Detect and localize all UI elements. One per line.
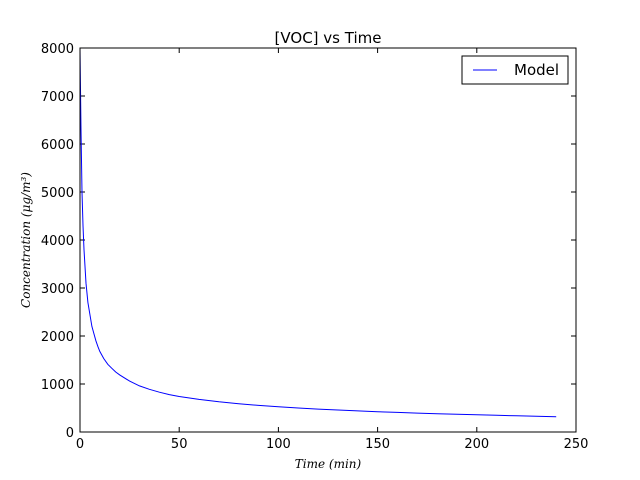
chart-title: [VOC] vs Time	[275, 29, 382, 47]
x-tick-label: 100	[266, 437, 291, 452]
legend-label-model: Model	[514, 61, 559, 79]
x-tick-label: 200	[464, 437, 489, 452]
legend-box	[461, 55, 569, 85]
x-tick-label: 150	[365, 437, 390, 452]
axis-ticks: 0 50 100 150 200 250 0 1000 2000 3000 4000 5000 6000…	[41, 42, 589, 452]
x-axis-label: Time (min)	[295, 457, 362, 471]
legend: Model	[461, 55, 569, 85]
y-tick-label: 7000	[41, 90, 74, 105]
y-tick-label: 6000	[41, 138, 74, 153]
plot-frame	[79, 47, 577, 433]
y-tick-label: 8000	[41, 42, 74, 57]
series-layer	[79, 47, 557, 418]
plot-background	[80, 48, 576, 432]
y-tick-label: 3000	[41, 282, 74, 297]
y-tick-label: 4000	[41, 234, 74, 249]
x-tick-label: 50	[171, 437, 188, 452]
y-tick-label: 5000	[41, 186, 74, 201]
series-line-model	[79, 47, 557, 418]
x-tick-label: 250	[564, 437, 589, 452]
y-axis-label: Concentration (μg/m³)	[19, 172, 33, 308]
y-tick-label: 1000	[41, 378, 74, 393]
x-tick-label: 0	[76, 437, 84, 452]
y-tick-label: 0	[66, 426, 74, 441]
y-tick-label: 2000	[41, 330, 74, 345]
